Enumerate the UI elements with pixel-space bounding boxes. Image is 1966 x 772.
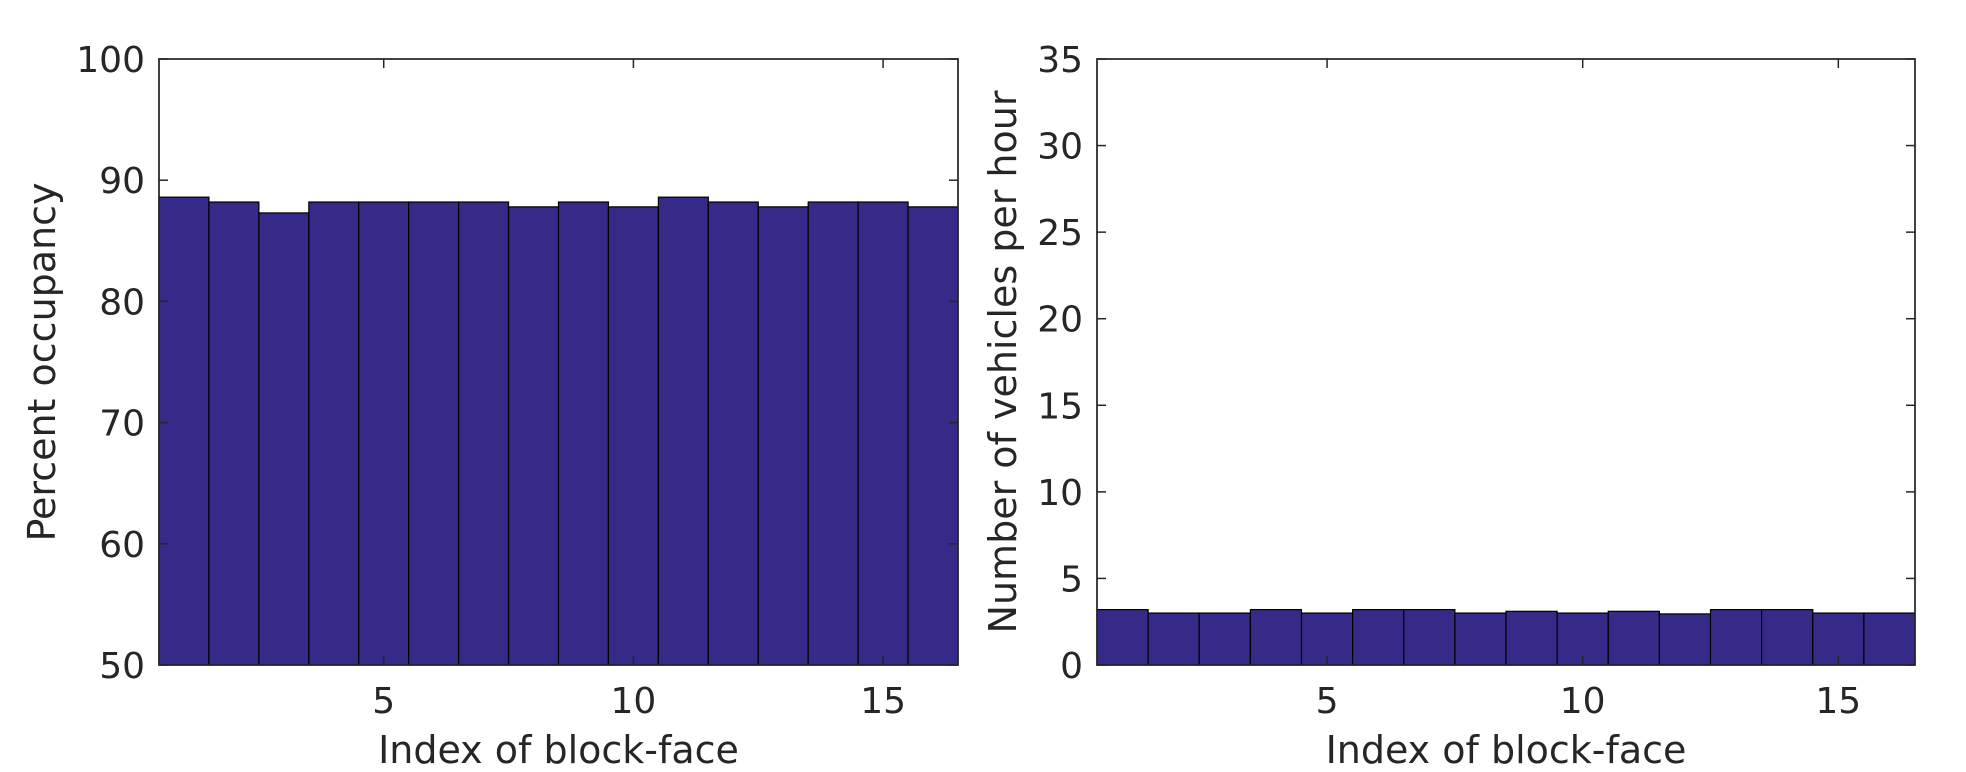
chart-2-x-axis-label: Index of block-face [1326, 728, 1687, 772]
chart-1-bar-10 [607, 206, 659, 666]
chart-2-bar-4 [1249, 608, 1303, 666]
chart-1-bar-7 [458, 201, 510, 666]
chart-1-axes-frame [158, 58, 959, 666]
chart-1-xtick-label: 5 [372, 681, 395, 722]
chart-2-bar-13 [1709, 608, 1763, 666]
chart-1-ytick-label: 60 [99, 525, 145, 566]
chart-1-bar-12 [707, 201, 759, 666]
chart-1-bar-13 [757, 206, 809, 666]
chart-1-xtick-label: 15 [860, 681, 906, 722]
chart-1-bar-4 [308, 201, 360, 666]
chart-2-ytick-label: 20 [1037, 300, 1083, 341]
chart-1-ytick-label: 70 [99, 404, 145, 445]
chart-1-xtick-label: 10 [611, 681, 657, 722]
chart-2-bar-16 [1863, 612, 1916, 666]
chart-2-bar-7 [1403, 608, 1456, 666]
chart-1-bar-3 [258, 212, 310, 666]
chart-2-bar-11 [1607, 610, 1660, 666]
chart-2-plot-area [1096, 58, 1916, 666]
chart-2-xtick-label: 10 [1560, 681, 1606, 722]
chart-2-bar-12 [1658, 613, 1712, 666]
chart-1-ytick-label: 90 [99, 161, 145, 202]
chart-1-bar-8 [507, 206, 560, 666]
chart-1-ytick-label: 50 [99, 646, 145, 687]
chart-2-bar-1 [1096, 608, 1149, 666]
chart-2-bar-2 [1147, 612, 1200, 666]
chart-2-ytick-label: 15 [1037, 386, 1083, 427]
chart-1-bar-2 [208, 201, 260, 666]
chart-2-y-axis-label: Number of vehicles per hour [981, 90, 1025, 633]
chart-1-y-axis-label: Percent occupancy [20, 182, 64, 541]
chart-1-ytick-label: 100 [76, 40, 145, 81]
occupancy-chart: 50 60 70 80 90 100 5 10 15 Index of block-face Per… [20, 40, 959, 772]
chart-2-ytick-label: 0 [1060, 646, 1083, 687]
chart-2-xtick-label: 15 [1815, 681, 1861, 722]
chart-2-ytick-label: 30 [1037, 127, 1083, 168]
chart-2-bar-3 [1198, 612, 1251, 666]
chart-2-bar-14 [1761, 608, 1814, 666]
vehicles-chart: 0 5 10 15 20 25 30 35 5 10 15 Index of block-face Nu… [981, 40, 1916, 772]
chart-2-bar-9 [1505, 610, 1558, 666]
chart-1-bar-5 [358, 201, 410, 666]
chart-2-axes-frame [1096, 58, 1916, 666]
chart-1-bar-11 [657, 196, 709, 666]
chart-1-ytick-label: 80 [99, 282, 145, 323]
chart-2-ytick-label: 5 [1060, 559, 1083, 600]
chart-1-bar-6 [408, 201, 460, 666]
chart-1-x-axis-label: Index of block-face [378, 728, 739, 772]
chart-1-bar-1 [158, 196, 210, 666]
chart-2-xtick-label: 5 [1316, 681, 1339, 722]
chart-2-bar-8 [1454, 612, 1507, 666]
chart-2-ytick-label: 10 [1037, 473, 1083, 514]
chart-2-ytick-label: 35 [1037, 40, 1083, 81]
chart-1-bar-14 [807, 201, 859, 666]
chart-1-bar-16 [907, 206, 959, 666]
chart-2-bar-6 [1352, 608, 1405, 666]
chart-2-ytick-label: 25 [1037, 213, 1083, 254]
chart-1-bar-15 [857, 201, 909, 666]
chart-1-bar-9 [557, 201, 610, 666]
